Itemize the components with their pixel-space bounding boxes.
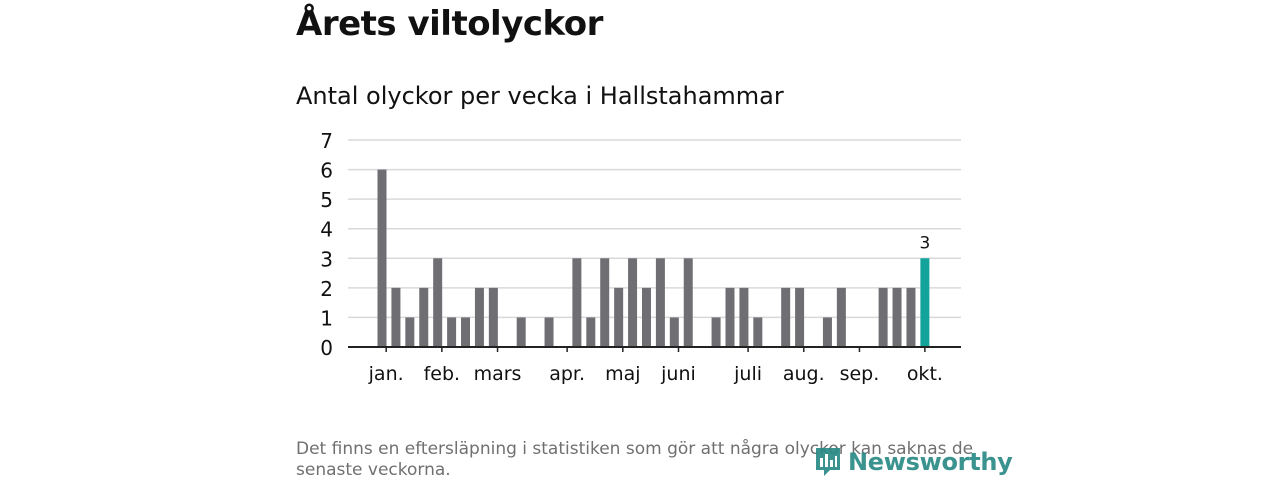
page-title: Årets viltolyckor (296, 4, 603, 44)
brand-logo: Newsworthy (814, 446, 1013, 478)
y-tick-label: 0 (320, 336, 333, 360)
y-axis-ticks: 0 1 2 3 4 5 6 7 (320, 129, 333, 360)
y-tick-label: 2 (320, 277, 333, 301)
bar (878, 287, 888, 347)
bar (711, 317, 721, 347)
bar (822, 317, 832, 347)
bar (725, 287, 735, 347)
y-tick-label: 4 (320, 218, 333, 242)
bar (836, 287, 846, 347)
bar (739, 287, 749, 347)
x-tick-label: feb. (424, 363, 460, 385)
x-tick-label: okt. (907, 363, 943, 385)
bar (586, 317, 596, 347)
y-tick-label: 3 (320, 247, 333, 271)
bar (753, 317, 763, 347)
x-tick-label: juli (733, 363, 762, 385)
bar (669, 317, 679, 347)
chart-bars (377, 169, 930, 347)
footnote: Det finns en eftersläpning i statistiken… (296, 439, 974, 480)
data-label-last-week: 3 (919, 233, 930, 253)
x-axis-ticks: jan. feb. mars apr. maj juni juli aug. sep. okt. (368, 347, 943, 385)
chart-title: Antal olyckor per vecka i Hallstahammar (296, 82, 784, 110)
x-tick-label: aug. (783, 363, 825, 385)
newsworthy-logo-icon (816, 448, 840, 476)
bar (628, 258, 638, 347)
y-tick-label: 5 (320, 188, 333, 212)
bar (433, 258, 443, 347)
brand-name: Newsworthy (848, 448, 1013, 476)
bar (377, 169, 387, 347)
x-tick-label: sep. (840, 363, 880, 385)
x-tick-label: mars (474, 363, 522, 385)
bar (488, 287, 498, 347)
x-tick-label: maj (605, 363, 640, 385)
bar (641, 287, 651, 347)
x-tick-label: jan. (368, 363, 404, 385)
bar (600, 258, 610, 347)
y-tick-label: 7 (320, 129, 333, 153)
x-tick-label: juni (660, 363, 696, 385)
data-labels: 3 (919, 233, 930, 253)
bar (391, 287, 401, 347)
bar (683, 258, 693, 347)
y-tick-label: 6 (320, 159, 333, 183)
bar (655, 258, 665, 347)
bar-highlighted (920, 258, 930, 347)
bar (892, 287, 902, 347)
bar (419, 287, 429, 347)
bar (795, 287, 805, 347)
bar (572, 258, 582, 347)
bar (474, 287, 484, 347)
y-tick-label: 1 (320, 306, 333, 330)
bar (516, 317, 526, 347)
bar (461, 317, 471, 347)
x-tick-label: apr. (549, 363, 585, 385)
bar (544, 317, 554, 347)
bar (614, 287, 624, 347)
bar (405, 317, 415, 347)
bar (447, 317, 457, 347)
bar (781, 287, 791, 347)
bar (906, 287, 916, 347)
